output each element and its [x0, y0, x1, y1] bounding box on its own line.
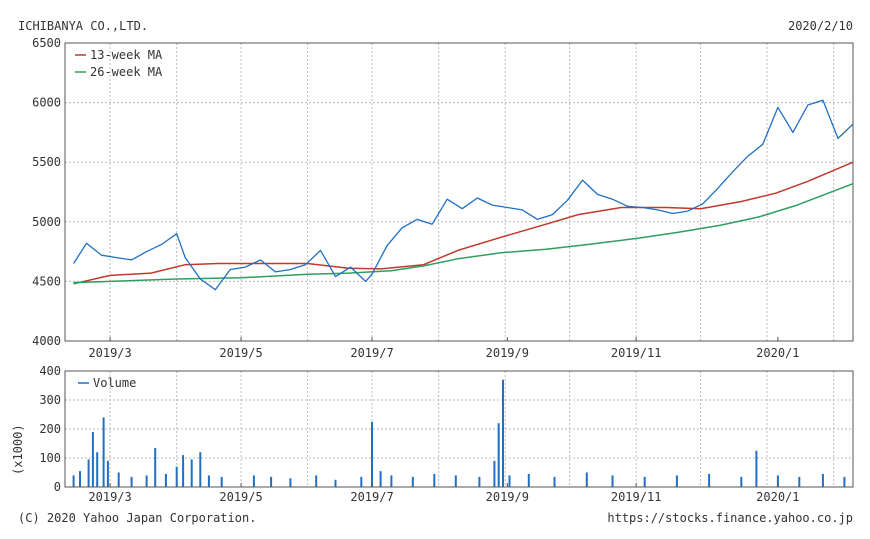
price-xtick-2020/1: 2020/1 — [756, 346, 799, 360]
volume-bar — [798, 476, 801, 487]
volume-ytick-300: 300 — [39, 393, 61, 407]
volume-bar — [145, 475, 148, 487]
volume-bar — [199, 452, 202, 487]
price-xtick-2019/5: 2019/5 — [219, 346, 262, 360]
volume-bar — [675, 475, 678, 487]
ma26-line — [73, 182, 854, 284]
volume-bar — [454, 475, 457, 487]
volume-bar — [497, 423, 500, 487]
volume-bar — [433, 473, 436, 487]
volume-unit-label: (x1000) — [11, 424, 25, 475]
volume-bar — [91, 431, 94, 487]
volume-bar — [643, 476, 646, 487]
volume-ytick-200: 200 — [39, 422, 61, 436]
chart-date: 2020/2/10 — [788, 19, 853, 33]
volume-bar — [527, 473, 530, 487]
volume-bar — [360, 476, 363, 487]
source-url: https://stocks.finance.yahoo.co.jp — [607, 511, 853, 525]
volume-xtick-2019/9: 2019/9 — [486, 490, 529, 504]
copyright-text: (C) 2020 Yahoo Japan Corporation. — [18, 511, 256, 525]
price-ytick-5500: 5500 — [32, 155, 61, 169]
price-xtick-2019/3: 2019/3 — [88, 346, 131, 360]
volume-bar — [315, 475, 318, 487]
volume-bar — [252, 475, 255, 487]
price-xtick-2019/9: 2019/9 — [486, 346, 529, 360]
volume-bar — [334, 479, 337, 488]
volume-panel-frame — [64, 370, 854, 488]
volume-bar — [390, 475, 393, 487]
price-grid — [65, 43, 853, 341]
volume-bar — [289, 478, 292, 487]
volume-legend: Volume — [78, 376, 136, 390]
volume-bar — [96, 452, 99, 487]
volume-bar — [270, 476, 273, 487]
volume-bar — [508, 475, 511, 487]
volume-bar — [117, 472, 120, 487]
volume-bar — [182, 455, 185, 487]
price-ytick-6500: 6500 — [32, 36, 61, 50]
volume-xtick-2019/5: 2019/5 — [219, 490, 262, 504]
price-series-group — [73, 99, 854, 291]
volume-bar — [611, 475, 614, 487]
price-ytick-4500: 4500 — [32, 274, 61, 288]
volume-bar — [755, 450, 758, 488]
volume-bar — [106, 460, 109, 487]
ma13-line — [73, 161, 854, 285]
legend-label-ma13: 13-week MA — [90, 48, 163, 62]
volume-xtick-2019/3: 2019/3 — [88, 490, 131, 504]
volume-bar — [553, 476, 556, 487]
volume-bar — [220, 476, 223, 487]
volume-bar — [371, 421, 373, 488]
price-x-axis: 2019/3 2019/5 2019/7 2019/9 2019/11 2020/1 — [88, 337, 800, 360]
volume-bar — [72, 475, 75, 487]
price-line — [73, 99, 854, 291]
price-xtick-2019/7: 2019/7 — [350, 346, 393, 360]
volume-bar — [776, 475, 779, 487]
volume-bar — [585, 472, 588, 487]
volume-bar — [821, 473, 824, 487]
price-y-axis: 4000 4500 5000 5500 6000 6500 — [32, 36, 61, 348]
volume-bar — [87, 459, 90, 487]
volume-ytick-100: 100 — [39, 451, 61, 465]
volume-bar — [175, 466, 178, 487]
volume-xtick-2020/1: 2020/1 — [756, 490, 799, 504]
legend-label-ma26: 26-week MA — [90, 65, 163, 79]
price-xtick-2019/11: 2019/11 — [611, 346, 662, 360]
volume-bar — [130, 476, 133, 487]
volume-bar — [379, 471, 382, 487]
price-legend: 13-week MA 26-week MA — [75, 48, 163, 79]
volume-bar — [493, 460, 496, 487]
volume-bar — [740, 476, 743, 487]
volume-bar — [478, 476, 481, 487]
volume-ytick-400: 400 — [39, 364, 61, 378]
volume-ytick-0: 0 — [54, 480, 61, 494]
volume-y-axis: 0 100 200 300 400 — [39, 364, 61, 494]
volume-bar — [411, 476, 414, 487]
volume-xtick-2019/11: 2019/11 — [611, 490, 662, 504]
price-panel-frame — [64, 42, 854, 342]
price-ytick-4000: 4000 — [32, 334, 61, 348]
volume-xtick-2019/7: 2019/7 — [350, 490, 393, 504]
company-name: ICHIBANYA CO.,LTD. — [18, 19, 148, 33]
volume-bar — [102, 417, 105, 487]
volume-bar — [708, 473, 711, 487]
volume-bar — [154, 447, 157, 487]
volume-bar — [190, 459, 193, 487]
volume-bar — [207, 475, 210, 487]
volume-bar — [502, 379, 504, 487]
volume-bars-group — [72, 379, 846, 488]
price-ytick-5000: 5000 — [32, 215, 61, 229]
legend-label-volume: Volume — [93, 376, 136, 390]
price-ytick-6000: 6000 — [32, 96, 61, 110]
volume-x-axis: 2019/3 2019/5 2019/7 2019/9 2019/11 2020/1 — [88, 483, 800, 504]
volume-bar — [79, 471, 81, 487]
volume-bar — [843, 476, 846, 487]
volume-bar — [164, 473, 167, 487]
